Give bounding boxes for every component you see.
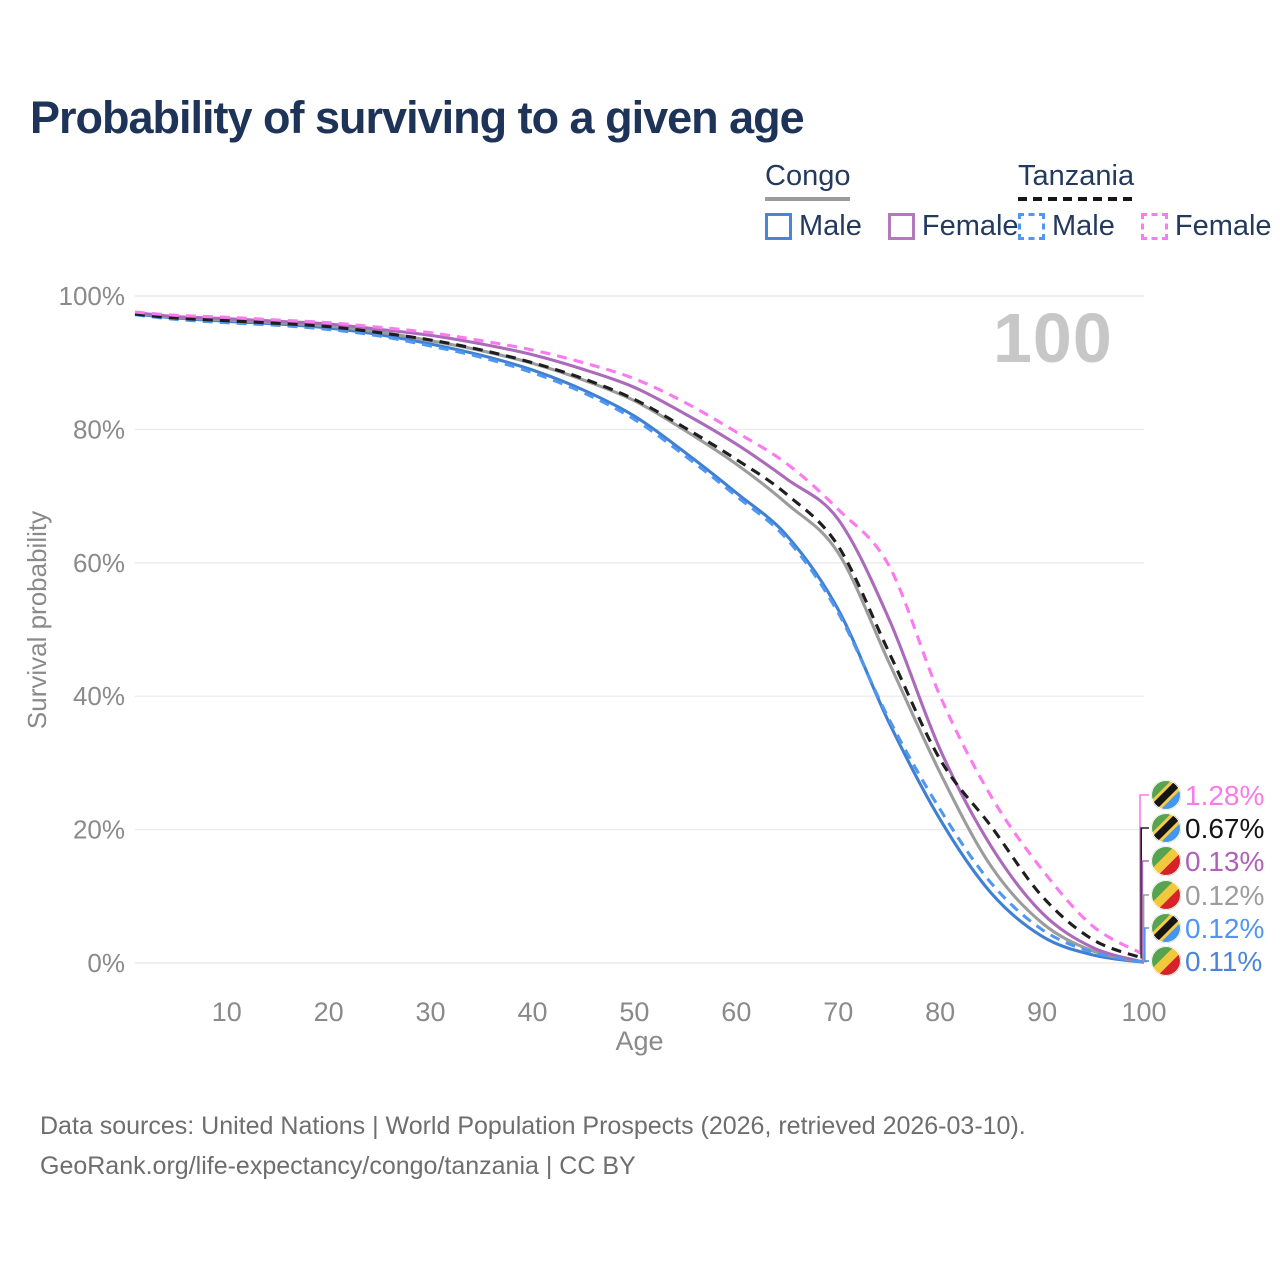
end-label-congo-male[interactable]: 0.11% <box>1149 944 1262 978</box>
x-tick-label-70: 70 <box>823 997 853 1027</box>
end-label-value-congo-both: 0.12% <box>1185 880 1264 911</box>
series-line-congo-male[interactable] <box>134 312 1145 964</box>
legend-item-congo-male-label: Male <box>799 210 862 242</box>
end-label-leader-congo-both <box>1142 894 1149 963</box>
tanzania-male-swatch-icon <box>1018 213 1045 240</box>
congo-flag-icon <box>1151 880 1181 910</box>
end-label-tanzania-both[interactable]: 0.67% <box>1149 811 1264 845</box>
age-watermark: 100 <box>993 299 1113 377</box>
end-label-leader-tanzania-both <box>1140 827 1149 959</box>
y-tick-label-0: 0% <box>87 948 125 978</box>
legend-item-tanzania-male-label: Male <box>1052 210 1115 242</box>
x-tick-label-60: 60 <box>721 997 751 1027</box>
end-label-tanzania-male[interactable]: 0.12% <box>1149 911 1264 945</box>
legend-group-congo: Congo Male Female <box>765 160 1019 243</box>
end-label-leader-congo-female <box>1141 860 1149 963</box>
legend-country-congo-label: Congo <box>765 160 851 192</box>
series-line-tanzania-male[interactable] <box>134 313 1145 964</box>
tanzania-both-sexes-line-swatch <box>1018 197 1135 201</box>
x-tick-label-90: 90 <box>1027 997 1057 1027</box>
legend-country-tanzania-label: Tanzania <box>1018 160 1135 192</box>
end-label-congo-female[interactable]: 0.13% <box>1149 844 1264 878</box>
end-label-value-tanzania-female: 1.28% <box>1185 780 1264 811</box>
x-tick-label-80: 80 <box>925 997 955 1027</box>
page-title: Probability of surviving to a given age <box>30 92 805 143</box>
series-line-tanzania-female[interactable] <box>134 310 1145 956</box>
footer-link: GeoRank.org/life-expectancy/congo/tanzan… <box>40 1152 636 1180</box>
x-tick-label-50: 50 <box>619 997 649 1027</box>
footer-note: Data sources: United Nations | World Pop… <box>40 1106 1026 1186</box>
legend-country-congo[interactable]: Congo <box>765 160 851 201</box>
y-tick-label-20: 20% <box>73 815 125 845</box>
end-label-value-congo-female: 0.13% <box>1185 846 1264 877</box>
x-tick-label-10: 10 <box>212 997 242 1027</box>
end-label-value-congo-male: 0.11% <box>1185 946 1262 977</box>
y-tick-label-100: 100% <box>59 281 126 311</box>
series-line-congo-female[interactable] <box>134 311 1145 964</box>
series-line-congo-both[interactable] <box>134 311 1145 964</box>
legend-group-tanzania: Tanzania Male Female <box>1018 160 1272 243</box>
x-tick-label-100: 100 <box>1121 997 1166 1027</box>
series-line-tanzania-both[interactable] <box>134 312 1145 960</box>
y-axis-title: Survival probability <box>22 511 52 729</box>
tanzania-flag-icon <box>1151 913 1181 943</box>
legend-item-congo-female[interactable]: Female <box>887 210 1019 243</box>
tanzania-female-swatch-icon <box>1140 213 1168 240</box>
x-tick-label-30: 30 <box>416 997 446 1027</box>
tanzania-flag-icon <box>1151 813 1181 843</box>
legend-item-congo-female-label: Female <box>921 210 1019 242</box>
end-label-congo-both[interactable]: 0.12% <box>1149 878 1264 912</box>
footer-data-sources: Data sources: United Nations | World Pop… <box>40 1112 1026 1140</box>
x-tick-label-20: 20 <box>314 997 344 1027</box>
congo-male-swatch-icon <box>765 213 792 240</box>
y-tick-label-80: 80% <box>73 414 125 444</box>
legend-country-tanzania[interactable]: Tanzania <box>1018 160 1135 201</box>
end-label-value-tanzania-male: 0.12% <box>1185 913 1264 944</box>
congo-flag-icon <box>1151 846 1181 876</box>
y-tick-label-40: 40% <box>73 681 125 711</box>
congo-female-swatch-icon <box>887 213 915 240</box>
end-label-leader-tanzania-male <box>1144 927 1149 963</box>
legend-item-tanzania-male[interactable]: Male <box>1018 210 1115 243</box>
x-tick-label-40: 40 <box>517 997 547 1027</box>
congo-both-sexes-line-swatch <box>765 197 851 201</box>
legend-item-congo-male[interactable]: Male <box>765 210 862 243</box>
x-axis-title: Age <box>615 1026 663 1056</box>
legend-item-tanzania-female-label: Female <box>1174 210 1272 242</box>
legend-item-tanzania-female[interactable]: Female <box>1140 210 1272 243</box>
congo-flag-icon <box>1151 946 1181 976</box>
end-label-leader-tanzania-female <box>1139 794 1149 955</box>
end-label-leader-congo-male <box>1145 960 1149 963</box>
tanzania-flag-icon <box>1151 780 1181 810</box>
end-label-tanzania-female[interactable]: 1.28% <box>1149 778 1264 812</box>
y-tick-label-60: 60% <box>73 548 125 578</box>
end-label-value-tanzania-both: 0.67% <box>1185 813 1264 844</box>
